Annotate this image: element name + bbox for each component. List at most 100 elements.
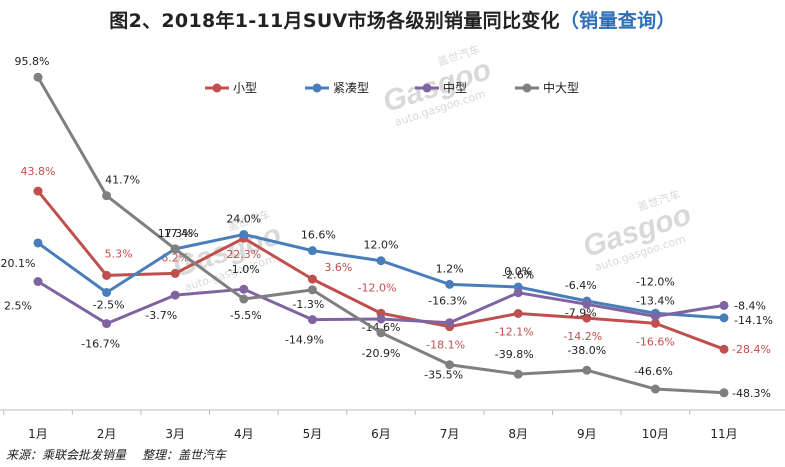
data-point [102,287,112,297]
data-point [170,290,180,300]
data-point [376,256,386,266]
data-point [33,238,43,248]
x-axis: 1月 2月 3月 4月 5月 6月 7月 8月 9月 10月 11月 [0,409,785,441]
data-label: -39.8% [495,348,534,361]
legend-label: 中大型 [543,80,579,95]
data-label: -18.1% [426,339,465,352]
data-point [513,369,523,379]
legend-swatch-marker [212,83,222,93]
data-label: -28.4% [732,343,771,356]
data-point [650,311,660,321]
data-label: -14.1% [734,314,773,327]
x-tick-label: 8月 [508,427,528,441]
data-label: 41.7% [105,174,140,187]
series-4: 95.8% 41.7% 17.3% -5.5% -1.3% -20.9% -35.5% -39… [15,55,771,400]
data-label: -16.3% [428,295,467,308]
series-2: 20.1% -2.5% 17.4% 24.0% 16.6% 12.0% 1.2% 0.0% -6… [1,212,773,326]
data-label: -8.4% [734,299,766,312]
source-note: 来源：乘联会批发销量 整理：盖世汽车 [6,446,242,463]
data-label: -16.6% [636,335,675,348]
data-label: -38.0% [567,344,606,357]
data-point [445,360,455,370]
data-point [719,344,729,354]
data-label: -3.7% [145,309,177,322]
legend-item-3: 中型 [415,80,467,95]
x-tick-label: 4月 [234,427,254,441]
data-point [650,318,660,328]
data-label: -12.1% [495,325,534,338]
data-label: 20.1% [1,257,36,270]
data-point [445,279,455,289]
data-label: -6.4% [565,279,597,292]
data-point [239,229,249,239]
data-point [170,244,180,254]
data-point [582,365,592,375]
x-tick-label: 2月 [97,427,117,441]
chart-title-main: 图2、2018年1-11月SUV市场各级别销量同比变化 [109,10,560,32]
data-point [33,72,43,82]
data-label: -5.5% [230,309,262,322]
data-label: -20.9% [362,347,401,360]
data-point [650,384,660,394]
data-label: -35.5% [424,369,463,382]
x-tick-label: 5月 [303,427,323,441]
data-label: -1.3% [292,298,324,311]
data-point [307,285,317,295]
data-label: 16.6% [301,229,336,242]
data-label: -48.3% [732,387,771,400]
data-point [307,246,317,256]
legend-swatch-marker [312,83,322,93]
data-point [307,274,317,284]
chart-title: 图2、2018年1-11月SUV市场各级别销量同比变化（销量查询） [0,6,785,33]
data-point [239,294,249,304]
x-tick-label: 11月 [710,427,737,441]
data-label: 43.8% [21,165,56,178]
data-point [719,300,729,310]
legend-label: 紧凑型 [333,81,369,95]
data-point [307,315,317,325]
data-point [719,388,729,398]
data-label: -13.4% [636,294,675,307]
data-label: -16.7% [81,338,120,351]
data-label: -12.0% [358,281,397,294]
data-label: 2.5% [4,300,32,313]
data-point [102,319,112,329]
data-point [33,186,43,196]
data-point [376,328,386,338]
data-label: 17.3% [158,227,193,240]
data-point [513,308,523,318]
x-tick-label: 9月 [577,427,597,441]
editor-text: 整理：盖世汽车 [142,448,227,462]
data-point [719,313,729,323]
data-point [582,313,592,323]
legend-swatch-marker [522,83,532,93]
data-point [239,284,249,294]
chart-title-link[interactable]: （销量查询） [559,10,676,32]
data-label: -12.0% [636,275,675,288]
data-point [513,288,523,298]
data-label: -1.0% [228,263,260,276]
data-point [376,314,386,324]
data-label: 12.0% [364,239,399,252]
x-tick-label: 3月 [165,427,185,441]
source-text: 来源：乘联会批发销量 [6,448,127,462]
legend: 小型 紧凑型 中型 中大型 [205,80,579,95]
data-label: -14.9% [285,334,324,347]
data-point [102,191,112,201]
data-label: -2.5% [93,298,125,311]
data-label: 17.4% [164,227,199,240]
data-label: -14.6% [362,321,401,334]
data-label: 5.3% [105,247,133,260]
x-tick-label: 7月 [440,427,460,441]
data-label: 1.2% [436,262,464,275]
series-layer: 43.8%5.3% 6.2% 22.3%3.6%-12.0%-18.1%-12.1%… [1,55,773,400]
legend-item-2: 紧凑型 [305,81,369,95]
data-point [445,318,455,328]
legend-label: 小型 [233,81,257,95]
series-3: 2.5% -16.7% -3.7% -1.0% -14.9% -14.6% -16.3% -2… [4,263,766,350]
data-point [582,299,592,309]
data-label: 22.3% [226,248,261,261]
